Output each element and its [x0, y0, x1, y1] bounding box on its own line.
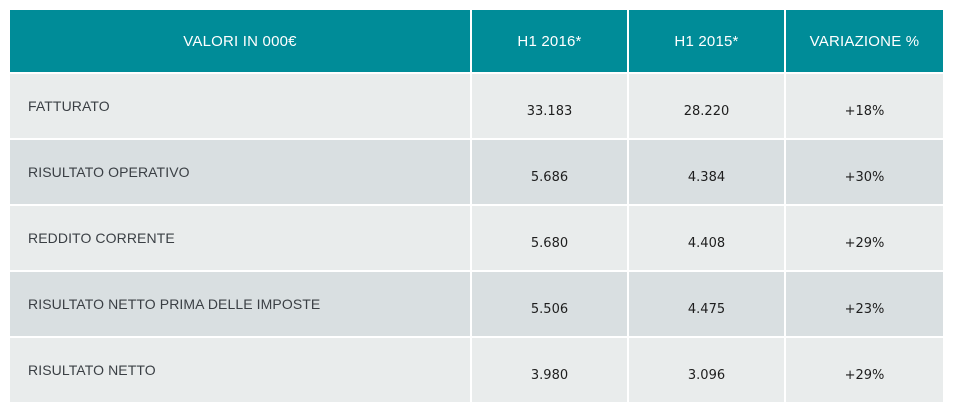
row-label: REDDITO CORRENTE	[10, 206, 470, 270]
row-label: RISULTATO NETTO PRIMA DELLE IMPOSTE	[10, 272, 470, 336]
cell-h1-2016: 5.680	[472, 206, 627, 270]
cell-variation: +18%	[786, 74, 943, 138]
table-row-fatturato: FATTURATO 33.183 28.220 +18%	[10, 74, 943, 138]
table-row-risultato-operativo: RISULTATO OPERATIVO 5.686 4.384 +30%	[10, 140, 943, 204]
cell-h1-2015: 3.096	[629, 338, 784, 402]
table-row-risultato-netto: RISULTATO NETTO 3.980 3.096 +29%	[10, 338, 943, 402]
row-label: RISULTATO NETTO	[10, 338, 470, 402]
cell-h1-2015: 4.475	[629, 272, 784, 336]
column-header-h1-2015: H1 2015*	[629, 10, 784, 72]
row-label: RISULTATO OPERATIVO	[10, 140, 470, 204]
column-header-h1-2016: H1 2016*	[472, 10, 627, 72]
table-row-risultato-netto-ante-imposte: RISULTATO NETTO PRIMA DELLE IMPOSTE 5.50…	[10, 272, 943, 336]
column-header-variation: VARIAZIONE %	[786, 10, 943, 72]
cell-h1-2015: 4.408	[629, 206, 784, 270]
cell-variation: +30%	[786, 140, 943, 204]
cell-variation: +29%	[786, 338, 943, 402]
cell-variation: +23%	[786, 272, 943, 336]
cell-h1-2016: 5.686	[472, 140, 627, 204]
table-row-reddito-corrente: REDDITO CORRENTE 5.680 4.408 +29%	[10, 206, 943, 270]
cell-h1-2016: 3.980	[472, 338, 627, 402]
cell-variation: +29%	[786, 206, 943, 270]
cell-h1-2016: 5.506	[472, 272, 627, 336]
column-header-values: VALORI IN 000€	[10, 10, 470, 72]
cell-h1-2015: 4.384	[629, 140, 784, 204]
financial-results-table: VALORI IN 000€ H1 2016* H1 2015* VARIAZI…	[8, 8, 945, 404]
cell-h1-2015: 28.220	[629, 74, 784, 138]
cell-h1-2016: 33.183	[472, 74, 627, 138]
row-label: FATTURATO	[10, 74, 470, 138]
table-header-row: VALORI IN 000€ H1 2016* H1 2015* VARIAZI…	[10, 10, 943, 72]
